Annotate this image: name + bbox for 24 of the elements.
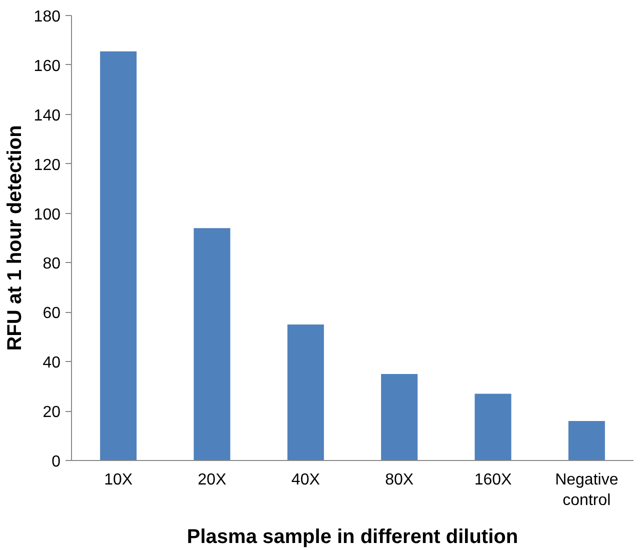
x-axis-title: Plasma sample in different dilution <box>186 526 518 548</box>
bar <box>474 394 512 460</box>
y-tick-label: 160 <box>34 58 61 75</box>
x-tick-label: Negative control <box>555 472 618 509</box>
y-tick-label: 40 <box>42 354 61 372</box>
y-tick-label: 120 <box>34 156 61 174</box>
bar <box>194 228 230 460</box>
y-tick-label: 80 <box>42 256 61 273</box>
y-axis-title: RFU at 1 hour detection <box>4 125 26 351</box>
x-tick-label: 40X <box>291 472 320 488</box>
bar <box>568 420 605 460</box>
y-tick-label: 60 <box>42 305 61 322</box>
y-tick-label: 0 <box>52 454 61 470</box>
x-tick-label: 20X <box>198 472 227 488</box>
y-tick-label: 180 <box>34 8 61 26</box>
x-tick-label: 10X <box>104 472 133 488</box>
y-tick-label: 100 <box>34 206 61 224</box>
bar <box>100 51 137 460</box>
x-tick-label: 80X <box>385 472 414 488</box>
x-tick-label: 160X <box>474 472 512 488</box>
bar <box>287 324 324 460</box>
y-tick-label: 140 <box>34 107 61 124</box>
bar <box>381 374 418 460</box>
y-tick-label: 20 <box>42 404 61 422</box>
